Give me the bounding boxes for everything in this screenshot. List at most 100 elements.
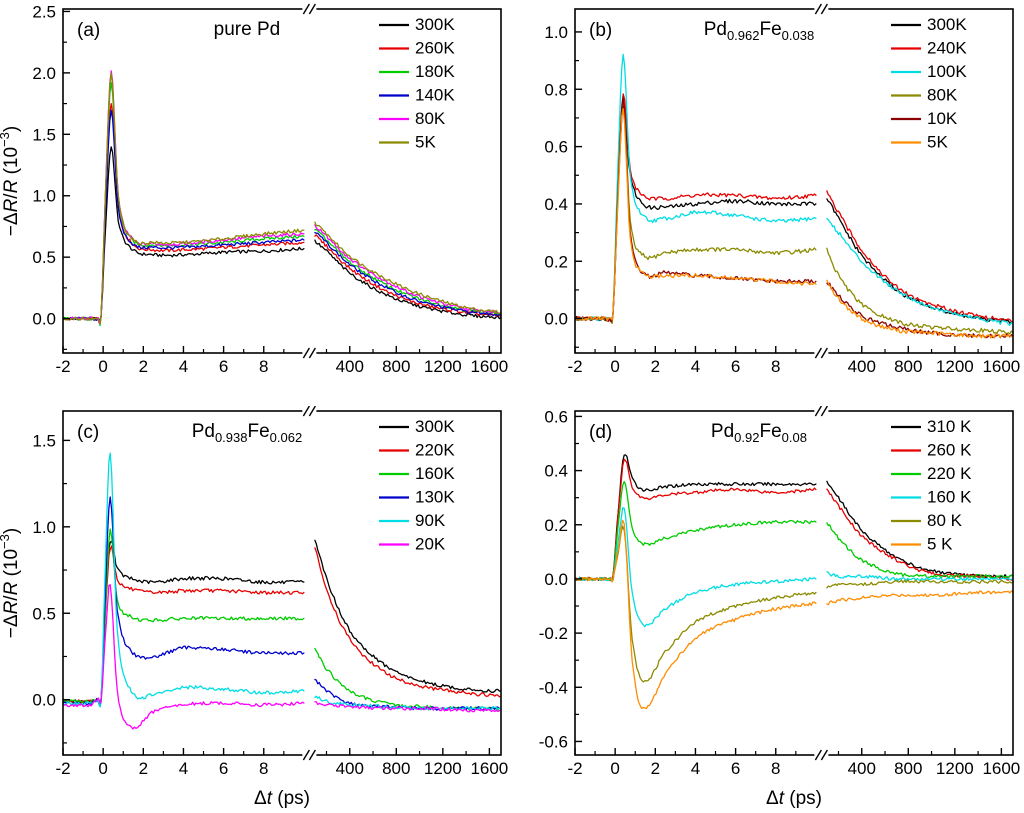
axis-break-icon: [814, 3, 822, 15]
y-tick-label: -0.4: [539, 678, 568, 697]
series-group-c: [63, 452, 501, 730]
x-tick-label: 2: [651, 357, 660, 376]
panel-title: Pd0.92Fe0.08: [711, 421, 807, 445]
y-tick-label: 2.5: [32, 2, 56, 21]
x-axis-title: Δt (ps): [766, 788, 822, 809]
y-tick-label: 0.4: [544, 462, 568, 481]
axis-break-icon: [814, 406, 822, 417]
legend-label: 80K: [927, 86, 958, 105]
legend-label: 180K: [415, 62, 455, 81]
legend-label: 220 K: [927, 464, 972, 483]
axis-break-icon: [820, 3, 828, 15]
y-tick-label: 0.0: [32, 691, 56, 710]
x-tick-label: 8: [771, 357, 780, 376]
panel-letter: (d): [589, 422, 612, 443]
x-tick-label: -2: [567, 759, 582, 778]
legend-label: 100K: [927, 62, 967, 81]
legend-label: 220K: [415, 441, 455, 460]
legend-label: 300K: [415, 417, 455, 436]
x-tick-label: 1600: [470, 357, 508, 376]
legend-label: 260 K: [927, 441, 972, 460]
x-tick-label: 400: [848, 759, 876, 778]
legend-label: 140K: [415, 86, 455, 105]
x-tick-label: 1200: [424, 759, 462, 778]
plot-frame: [62, 410, 502, 756]
y-tick-label: 0.0: [544, 310, 568, 329]
series-path-5K: [575, 519, 1013, 710]
legend-label: 90K: [415, 511, 446, 530]
series-path-5K: [63, 72, 501, 324]
series-path-240K: [575, 93, 1013, 324]
legend-label: 5K: [415, 133, 436, 152]
axis-break-icon: [302, 749, 310, 761]
x-tick-label: 0: [98, 759, 107, 778]
y-tick-label: 0.0: [544, 570, 568, 589]
y-tick-label: 1.0: [544, 23, 568, 42]
x-tick-label: 1600: [982, 759, 1020, 778]
axis-break-icon: [308, 406, 316, 417]
y-tick-label: 0.8: [544, 80, 568, 99]
y-tick-label: 1.5: [32, 431, 56, 450]
panel-letter: (c): [77, 422, 99, 443]
legend-label: 160K: [415, 464, 455, 483]
y-tick-label: 0.4: [544, 195, 568, 214]
x-tick-label: 1200: [936, 759, 974, 778]
x-tick-label: 1600: [470, 759, 508, 778]
legend-label: 130K: [415, 488, 455, 507]
axis-break-icon: [302, 347, 310, 359]
x-tick-label: 4: [691, 357, 700, 376]
axis-break-gap: [302, 6, 317, 12]
x-tick-label: -2: [55, 759, 70, 778]
series-group-d: [575, 454, 1013, 710]
y-axis-title: −ΔR/R (10−3): [0, 126, 22, 236]
y-tick-label: 1.0: [32, 518, 56, 537]
series-path-20K: [63, 584, 501, 730]
axis-break-gap: [814, 350, 829, 356]
x-tick-label: 400: [336, 759, 364, 778]
x-tick-label: 6: [219, 357, 228, 376]
x-tick-label: 0: [610, 759, 619, 778]
x-tick-label: 0: [98, 357, 107, 376]
legend-label: 300K: [415, 15, 455, 34]
x-tick-label: 4: [691, 759, 700, 778]
y-axis-title: −ΔR/R (10−3): [0, 528, 22, 638]
axis-break-icon: [820, 347, 828, 359]
axis-break-icon: [302, 3, 310, 15]
x-tick-label: 4: [179, 357, 188, 376]
x-tick-label: 2: [139, 357, 148, 376]
axis-break-icon: [820, 406, 828, 417]
plot-frame: [574, 8, 1014, 354]
axis-break-gap: [814, 408, 829, 414]
x-tick-label: 6: [731, 759, 740, 778]
y-tick-label: 0.5: [32, 604, 56, 623]
x-tick-label: 8: [259, 759, 268, 778]
series-path-300K: [63, 539, 501, 707]
y-tick-label: 0.2: [544, 516, 568, 535]
axis-break-icon: [820, 749, 828, 761]
axis-break-gap: [302, 752, 317, 758]
x-tick-label: 2: [139, 759, 148, 778]
axis-break-gap: [302, 408, 317, 414]
y-tick-label: 0.6: [544, 138, 568, 157]
legend-label: 310 K: [927, 417, 972, 436]
series-path-5K: [575, 107, 1013, 339]
legend-label: 240K: [927, 39, 967, 58]
series-path-220K: [63, 545, 501, 705]
legend-label: 80K: [415, 109, 446, 128]
plot-frame: [62, 8, 502, 354]
legend-label: 20K: [415, 535, 446, 554]
panel-b-chart: 0.0 0.2 0.4 0.6 0.8 1.0 -2 0 2 4 6 8 400 800 1200 1600 (…: [544, 3, 1020, 376]
axis-break-icon: [814, 749, 822, 761]
y-tick-label: 2.0: [32, 64, 56, 83]
plot-frame: [574, 410, 1014, 756]
legend-label: 10K: [927, 109, 958, 128]
y-tick-label: 1.5: [32, 125, 56, 144]
axis-break-gap: [302, 350, 317, 356]
x-tick-label: 8: [259, 357, 268, 376]
x-tick-label: 1200: [936, 357, 974, 376]
x-tick-label: 800: [894, 357, 922, 376]
panel-a-chart: 0.0 0.5 1.0 1.5 2.0 2.5 -2 0 2 4 6 8 400 800 1200 1600 (…: [0, 2, 508, 376]
panel-title: pure Pd: [214, 19, 281, 40]
legend-label: 80 K: [927, 511, 963, 530]
